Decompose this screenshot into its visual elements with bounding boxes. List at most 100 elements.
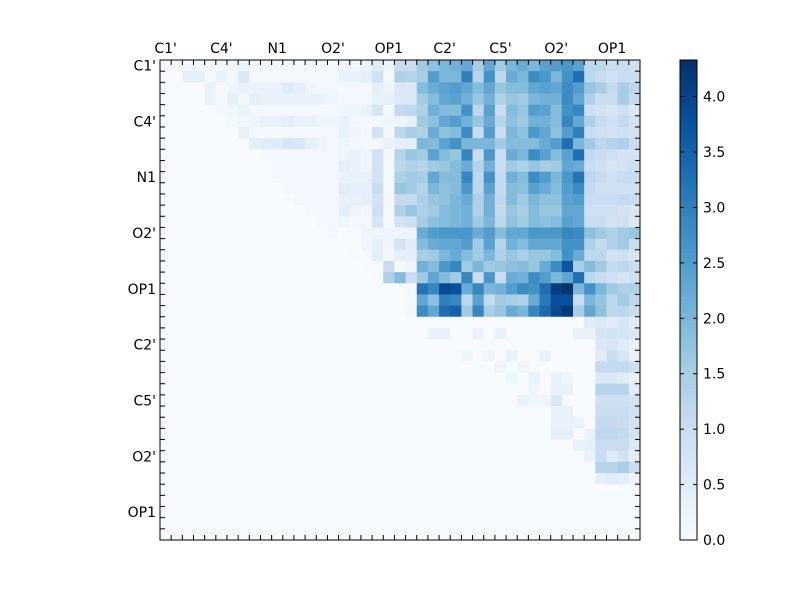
heatmap-cell-35-34 bbox=[539, 450, 552, 463]
heatmap-cell-3-27 bbox=[461, 93, 473, 106]
heatmap-cell-10-37 bbox=[573, 171, 585, 184]
heatmap-cell-14-39 bbox=[595, 216, 607, 228]
heatmap-cell-14-19 bbox=[372, 216, 384, 228]
heatmap-cell-42-17 bbox=[349, 528, 362, 541]
heatmap-cell-36-13 bbox=[305, 461, 317, 474]
heatmap-cell-1-11 bbox=[282, 71, 295, 83]
heatmap-cell-22-19 bbox=[372, 305, 384, 318]
heatmap-cell-33-6 bbox=[226, 428, 239, 440]
heatmap-cell-23-38 bbox=[584, 316, 596, 329]
heatmap-cell-23-12 bbox=[293, 316, 306, 329]
heatmap-cell-10-16 bbox=[338, 171, 351, 184]
heatmap-cell-11-1 bbox=[171, 182, 183, 195]
heatmap-cell-6-33 bbox=[528, 126, 540, 139]
heatmap-cell-14-13 bbox=[305, 216, 317, 228]
heatmap-cell-36-28 bbox=[472, 461, 485, 474]
heatmap-cell-11-32 bbox=[517, 182, 529, 195]
heatmap-cell-17-4 bbox=[204, 249, 217, 262]
heatmap-cell-9-4 bbox=[204, 160, 217, 173]
heatmap-cell-30-18 bbox=[360, 394, 373, 407]
heatmap-cell-13-35 bbox=[550, 205, 563, 217]
heatmap-cell-42-2 bbox=[182, 528, 194, 541]
heatmap-cell-4-7 bbox=[238, 104, 250, 117]
heatmap-cell-41-31 bbox=[506, 517, 518, 530]
heatmap-cell-30-14 bbox=[316, 394, 328, 407]
heatmap-cell-12-39 bbox=[595, 193, 607, 206]
heatmap-cell-31-23 bbox=[416, 406, 429, 418]
colorbar-segment bbox=[680, 288, 697, 293]
colorbar-segment bbox=[680, 476, 697, 481]
heatmap-cell-39-4 bbox=[204, 495, 217, 507]
heatmap-cell-41-39 bbox=[595, 517, 607, 530]
colorbar-segment bbox=[680, 196, 697, 201]
heatmap-cell-21-8 bbox=[249, 294, 261, 306]
heatmap-cell-26-3 bbox=[193, 350, 206, 362]
colorbar-segment bbox=[680, 408, 697, 413]
heatmap-cell-8-10 bbox=[271, 149, 284, 161]
heatmap-cell-36-5 bbox=[215, 461, 228, 474]
heatmap-cell-24-26 bbox=[450, 327, 462, 340]
heatmap-cell-37-34 bbox=[539, 473, 552, 485]
heatmap-cell-35-30 bbox=[494, 450, 507, 463]
heatmap-cell-42-8 bbox=[249, 528, 261, 541]
colorbar-segment bbox=[680, 88, 697, 93]
heatmap-cell-3-35 bbox=[550, 93, 563, 106]
heatmap-cell-41-12 bbox=[293, 517, 306, 530]
colorbar-segment bbox=[680, 420, 697, 425]
heatmap-cell-40-4 bbox=[204, 506, 217, 519]
colorbar-segment bbox=[680, 76, 697, 81]
heatmap-cell-23-22 bbox=[405, 316, 418, 329]
heatmap-cell-30-10 bbox=[271, 394, 284, 407]
heatmap-cell-36-27 bbox=[461, 461, 473, 474]
heatmap-cell-7-37 bbox=[573, 138, 585, 150]
heatmap-cell-12-31 bbox=[506, 193, 518, 206]
heatmap-cell-2-26 bbox=[450, 82, 462, 94]
heatmap-cell-39-37 bbox=[573, 495, 585, 507]
heatmap-cell-18-2 bbox=[182, 260, 194, 273]
heatmap-cell-21-24 bbox=[427, 294, 440, 306]
heatmap-cell-0-32 bbox=[517, 60, 529, 72]
heatmap-cell-42-26 bbox=[450, 528, 462, 541]
heatmap-cell-33-39 bbox=[595, 428, 607, 440]
heatmap-cell-30-26 bbox=[450, 394, 462, 407]
heatmap-cell-20-26 bbox=[450, 283, 462, 295]
heatmap-cell-9-7 bbox=[238, 160, 250, 173]
heatmap-cell-9-39 bbox=[595, 160, 607, 173]
heatmap-cell-23-31 bbox=[506, 316, 518, 329]
heatmap-cell-13-40 bbox=[606, 205, 619, 217]
heatmap-cell-2-35 bbox=[550, 82, 563, 94]
heatmap-cell-4-35 bbox=[550, 104, 563, 117]
heatmap-cell-24-25 bbox=[439, 327, 451, 340]
heatmap-cell-27-0 bbox=[160, 361, 172, 373]
heatmap-cell-34-41 bbox=[617, 439, 630, 452]
heatmap-cell-18-10 bbox=[271, 260, 284, 273]
heatmap-cell-42-24 bbox=[427, 528, 440, 541]
heatmap-cell-23-7 bbox=[238, 316, 250, 329]
heatmap-cell-11-13 bbox=[305, 182, 317, 195]
heatmap-cell-14-8 bbox=[249, 216, 261, 228]
heatmap-cell-24-17 bbox=[349, 327, 362, 340]
heatmap-cell-12-3 bbox=[193, 193, 206, 206]
heatmap-cell-33-34 bbox=[539, 428, 552, 440]
heatmap-cell-37-15 bbox=[327, 473, 340, 485]
heatmap-cell-3-16 bbox=[338, 93, 351, 106]
heatmap-cell-28-7 bbox=[238, 372, 250, 385]
heatmap-cell-4-22 bbox=[405, 104, 418, 117]
heatmap-cell-37-20 bbox=[383, 473, 395, 485]
heatmap-cell-4-14 bbox=[316, 104, 328, 117]
heatmap-cell-36-25 bbox=[439, 461, 451, 474]
heatmap-cell-23-17 bbox=[349, 316, 362, 329]
heatmap-cell-32-12 bbox=[293, 417, 306, 429]
heatmap-cell-23-5 bbox=[215, 316, 228, 329]
heatmap-cell-11-42 bbox=[628, 182, 641, 195]
heatmap-cell-7-0 bbox=[160, 138, 172, 150]
heatmap-cell-38-23 bbox=[416, 484, 429, 496]
heatmap-cell-33-1 bbox=[171, 428, 183, 440]
heatmap-cell-17-38 bbox=[584, 249, 596, 262]
heatmap-cell-14-1 bbox=[171, 216, 183, 228]
heatmap-cell-6-21 bbox=[394, 126, 406, 139]
heatmap-cell-8-34 bbox=[539, 149, 552, 161]
heatmap-cell-10-11 bbox=[282, 171, 295, 184]
heatmap-cell-38-40 bbox=[606, 484, 619, 496]
heatmap-cell-13-21 bbox=[394, 205, 406, 217]
